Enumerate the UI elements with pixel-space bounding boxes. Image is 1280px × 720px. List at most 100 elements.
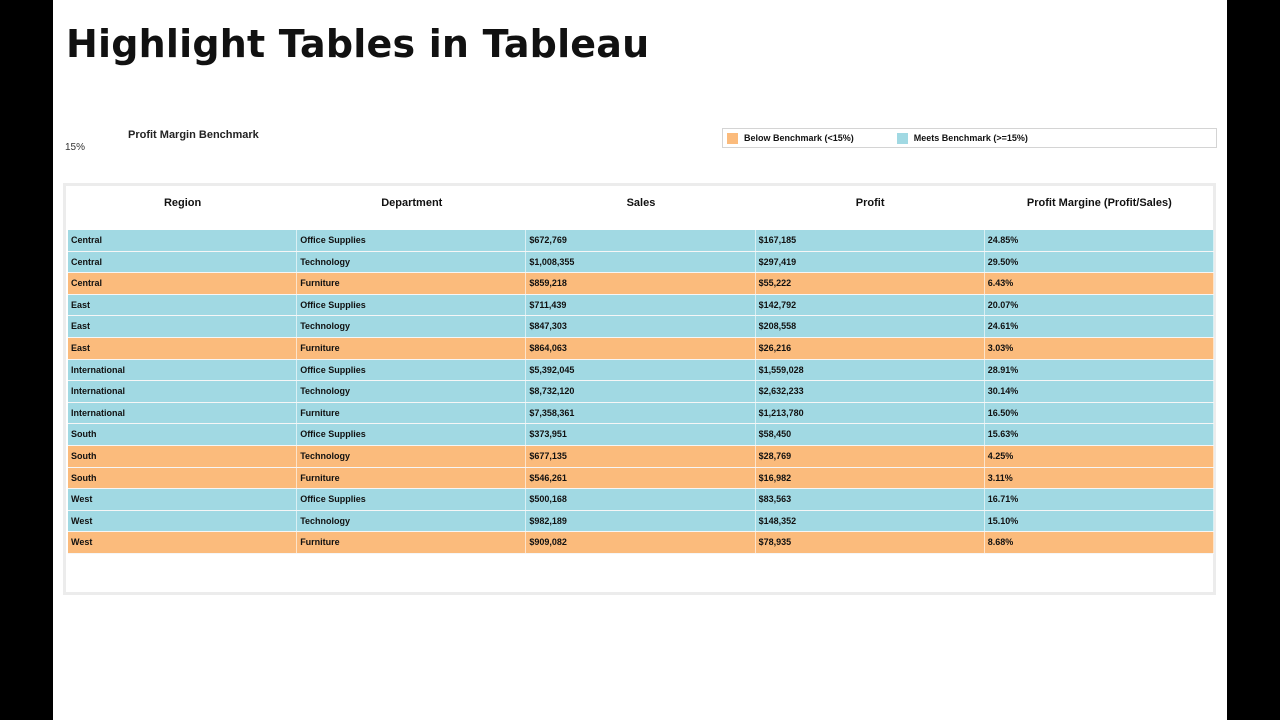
table-row[interactable]: East Office Supplies $711,439 $142,792 20.07… (68, 294, 1214, 317)
table-cell-sales[interactable]: $672,769 (526, 230, 756, 251)
column-header-profit-margin[interactable]: Profit Margine (Profit/Sales) (1026, 197, 1172, 209)
table-cell-sales[interactable]: $500,168 (526, 489, 756, 510)
table-cell-profit-margin[interactable]: 20.07% (985, 294, 1214, 316)
table-row[interactable]: South Office Supplies $373,951 $58,450 15.63… (68, 424, 1214, 446)
table-cell-profit-margin[interactable]: 6.43% (985, 273, 1214, 294)
table-cell-department[interactable]: Office Supplies (297, 230, 527, 251)
table-cell-department[interactable]: Office Supplies (297, 424, 527, 445)
table-header-row: Region Department Sales Profit Profit Ma… (68, 186, 1214, 224)
table-cell-region[interactable]: South (68, 467, 298, 489)
table-cell-profit-margin[interactable]: 24.61% (985, 316, 1214, 337)
table-cell-sales[interactable]: $5,392,045 (526, 359, 756, 381)
table-cell-profit-margin[interactable]: 3.03% (985, 337, 1214, 359)
table-cell-department[interactable]: Furniture (297, 532, 527, 553)
table-cell-region[interactable]: South (68, 445, 298, 467)
table-row[interactable]: West Furniture $909,082 $78,935 8.68% (68, 532, 1214, 554)
table-cell-profit-margin[interactable]: 8.68% (985, 532, 1214, 553)
table-cell-department[interactable]: Technology (297, 445, 527, 467)
column-header-sales[interactable]: Sales (626, 197, 656, 209)
table-cell-profit-margin[interactable]: 28.91% (985, 359, 1214, 381)
table-cell-profit[interactable]: $148,352 (756, 510, 985, 532)
table-cell-region[interactable]: South (68, 424, 298, 445)
table-cell-profit[interactable]: $55,222 (756, 273, 985, 294)
table-cell-profit-margin[interactable]: 4.25% (985, 445, 1214, 467)
table-row[interactable]: Central Technology $1,008,355 $297,419 29.50… (68, 251, 1214, 274)
table-row[interactable]: Central Furniture $859,218 $55,222 6.43% (68, 273, 1214, 295)
table-cell-profit[interactable]: $142,792 (756, 294, 985, 316)
legend-item-meets[interactable]: Meets Benchmark (>=15%) (896, 132, 1028, 144)
table-cell-profit[interactable]: $297,419 (756, 251, 985, 273)
table-cell-sales[interactable]: $982,189 (526, 510, 756, 532)
table-cell-profit[interactable]: $1,559,028 (756, 359, 985, 381)
table-cell-region[interactable]: East (68, 316, 298, 337)
table-row[interactable]: West Office Supplies $500,168 $83,563 16.71% (68, 489, 1214, 511)
table-cell-department[interactable]: Office Supplies (297, 489, 527, 510)
table-cell-department[interactable]: Technology (297, 251, 527, 273)
table-cell-profit[interactable]: $16,982 (756, 467, 985, 489)
table-cell-profit-margin[interactable]: 3.11% (985, 467, 1214, 489)
table-cell-department[interactable]: Furniture (297, 402, 527, 424)
table-cell-department[interactable]: Office Supplies (297, 359, 527, 381)
table-cell-region[interactable]: East (68, 337, 298, 359)
column-header-region[interactable]: Region (163, 197, 202, 209)
table-cell-region[interactable]: International (68, 381, 298, 402)
table-row[interactable]: International Furniture $7,358,361 $1,213,7… (68, 402, 1214, 425)
table-cell-department[interactable]: Technology (297, 381, 527, 402)
table-cell-profit-margin[interactable]: 30.14% (985, 381, 1214, 402)
table-cell-region[interactable]: East (68, 294, 298, 316)
table-cell-department[interactable]: Office Supplies (297, 294, 527, 316)
table-cell-profit[interactable]: $2,632,233 (756, 381, 985, 402)
table-cell-profit[interactable]: $58,450 (756, 424, 985, 445)
table-cell-profit-margin[interactable]: 16.50% (985, 402, 1214, 424)
table-cell-department[interactable]: Furniture (297, 337, 527, 359)
table-cell-department[interactable]: Technology (297, 316, 527, 337)
parameter-value[interactable]: 15% (65, 142, 86, 153)
table-cell-department[interactable]: Technology (297, 510, 527, 532)
table-cell-sales[interactable]: $546,261 (526, 467, 756, 489)
table-row[interactable]: Central Office Supplies $672,769 $167,185 24… (68, 230, 1214, 252)
table-row[interactable]: East Technology $847,303 $208,558 24.61% (68, 316, 1214, 338)
legend-item-below[interactable]: Below Benchmark (<15%) (727, 132, 854, 144)
table-cell-region[interactable]: West (68, 489, 298, 510)
column-header-profit[interactable]: Profit (855, 197, 885, 209)
table-cell-region[interactable]: International (68, 359, 298, 381)
table-cell-region[interactable]: West (68, 532, 298, 553)
table-cell-profit[interactable]: $78,935 (756, 532, 985, 553)
table-row[interactable]: East Furniture $864,063 $26,216 3.03% (68, 337, 1214, 360)
table-cell-profit[interactable]: $167,185 (756, 230, 985, 251)
column-header-department[interactable]: Department (381, 197, 443, 209)
table-cell-profit[interactable]: $28,769 (756, 445, 985, 467)
table-cell-sales[interactable]: $847,303 (526, 316, 756, 337)
table-cell-department[interactable]: Furniture (297, 467, 527, 489)
table-cell-sales[interactable]: $8,732,120 (526, 381, 756, 402)
table-cell-region[interactable]: International (68, 402, 298, 424)
table-cell-sales[interactable]: $859,218 (526, 273, 756, 294)
page-title: Highlight Tables in Tableau (66, 22, 650, 66)
table-cell-region[interactable]: Central (68, 230, 298, 251)
table-cell-profit[interactable]: $26,216 (756, 337, 985, 359)
table-cell-sales[interactable]: $711,439 (526, 294, 756, 316)
table-cell-profit-margin[interactable]: 16.71% (985, 489, 1214, 510)
table-row[interactable]: International Technology $8,732,120 $2,632,… (68, 381, 1214, 403)
table-cell-profit-margin[interactable]: 24.85% (985, 230, 1214, 251)
table-cell-profit[interactable]: $1,213,780 (756, 402, 985, 424)
table-cell-profit-margin[interactable]: 29.50% (985, 251, 1214, 273)
table-cell-sales[interactable]: $7,358,361 (526, 402, 756, 424)
table-row[interactable]: International Office Supplies $5,392,045 $1… (68, 359, 1214, 382)
table-cell-region[interactable]: Central (68, 251, 298, 273)
table-cell-region[interactable]: West (68, 510, 298, 532)
table-cell-sales[interactable]: $677,135 (526, 445, 756, 467)
table-cell-region[interactable]: Central (68, 273, 298, 294)
table-cell-profit[interactable]: $208,558 (756, 316, 985, 337)
table-cell-profit[interactable]: $83,563 (756, 489, 985, 510)
table-row[interactable]: West Technology $982,189 $148,352 15.10% (68, 510, 1214, 533)
table-row[interactable]: South Furniture $546,261 $16,982 3.11% (68, 467, 1214, 490)
table-cell-department[interactable]: Furniture (297, 273, 527, 294)
table-cell-profit-margin[interactable]: 15.63% (985, 424, 1214, 445)
table-row[interactable]: South Technology $677,135 $28,769 4.25% (68, 445, 1214, 468)
table-cell-sales[interactable]: $373,951 (526, 424, 756, 445)
table-cell-sales[interactable]: $909,082 (526, 532, 756, 553)
table-cell-profit-margin[interactable]: 15.10% (985, 510, 1214, 532)
table-cell-sales[interactable]: $864,063 (526, 337, 756, 359)
table-cell-sales[interactable]: $1,008,355 (526, 251, 756, 273)
